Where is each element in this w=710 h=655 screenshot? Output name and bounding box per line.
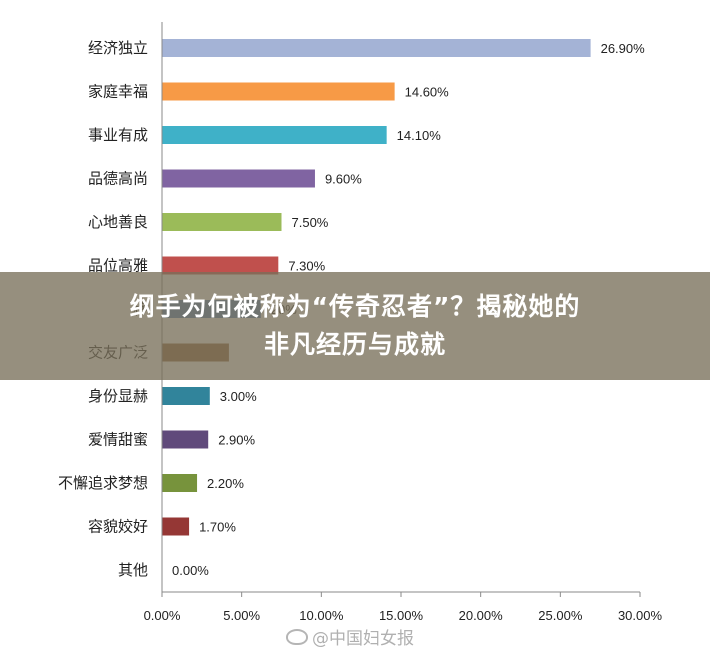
value-label-9: 2.90%	[218, 433, 255, 448]
category-label-8: 身份显赫	[88, 387, 148, 405]
category-label-5: 品位高雅	[88, 257, 148, 275]
bar-4	[162, 213, 282, 231]
banner-line-1: 纲手为何被称为“传奇忍者”？揭秘她的	[129, 292, 581, 321]
banner-line-2: 非凡经历与成就	[263, 330, 446, 359]
title-banner: 纲手为何被称为“传奇忍者”？揭秘她的 非凡经历与成就	[0, 272, 710, 380]
bar-8	[162, 387, 210, 405]
value-label-4: 7.50%	[292, 215, 329, 230]
value-label-2: 14.10%	[397, 128, 442, 143]
bar-3	[162, 169, 315, 188]
axes-group: 0.00% 5.00% 10.00% 15.00% 20.00% 25.00% 30.00%	[144, 22, 663, 623]
category-label-3: 品德高尚	[88, 170, 148, 188]
x-tick-label-2: 10.00%	[299, 608, 344, 623]
x-tick-label-4: 20.00%	[459, 608, 504, 623]
category-label-9: 爱情甜蜜	[88, 431, 148, 449]
watermark-text: @中国妇女报	[312, 629, 414, 649]
value-label-3: 9.60%	[325, 172, 362, 187]
bar-5	[162, 256, 279, 275]
weibo-icon	[286, 628, 308, 645]
value-label-8: 3.00%	[220, 389, 257, 404]
bar-1	[162, 82, 395, 101]
category-label-0: 经济独立	[88, 39, 148, 57]
bar-9	[162, 430, 209, 449]
bar-11	[162, 517, 190, 536]
x-tick-label-1: 5.00%	[223, 608, 260, 623]
bar-0	[162, 39, 591, 57]
value-label-11: 1.70%	[199, 520, 236, 535]
x-tick-label-3: 15.00%	[379, 608, 424, 623]
bar-2	[162, 126, 387, 144]
x-tick-label-0: 0.00%	[144, 608, 181, 623]
category-labels-group: 经济独立家庭幸福事业有成品德高尚心地善良品位高雅移交友广泛身份显赫爱情甜蜜不懈追…	[58, 39, 148, 579]
x-tick-label-6: 30.00%	[618, 608, 663, 623]
category-label-12: 其他	[118, 561, 148, 579]
category-label-10: 不懈追求梦想	[58, 474, 148, 492]
category-label-4: 心地善良	[88, 213, 148, 231]
category-label-1: 家庭幸福	[88, 83, 148, 101]
category-label-2: 事业有成	[88, 126, 148, 144]
value-label-5: 7.30%	[288, 259, 325, 274]
value-labels-group: 26.90%14.60%14.10%9.60%7.50%7.30%20%3.00…	[172, 41, 645, 578]
bar-10	[162, 474, 198, 492]
value-label-0: 26.90%	[601, 41, 646, 56]
value-label-1: 14.60%	[405, 85, 450, 100]
x-tick-label-5: 25.00%	[538, 608, 583, 623]
watermark: @中国妇女报	[286, 624, 414, 649]
banner-title: 纲手为何被称为“传奇忍者”？揭秘她的 非凡经历与成就	[35, 288, 675, 364]
category-label-11: 容貌姣好	[88, 518, 148, 536]
value-label-12: 0.00%	[172, 563, 209, 578]
value-label-10: 2.20%	[207, 476, 244, 491]
